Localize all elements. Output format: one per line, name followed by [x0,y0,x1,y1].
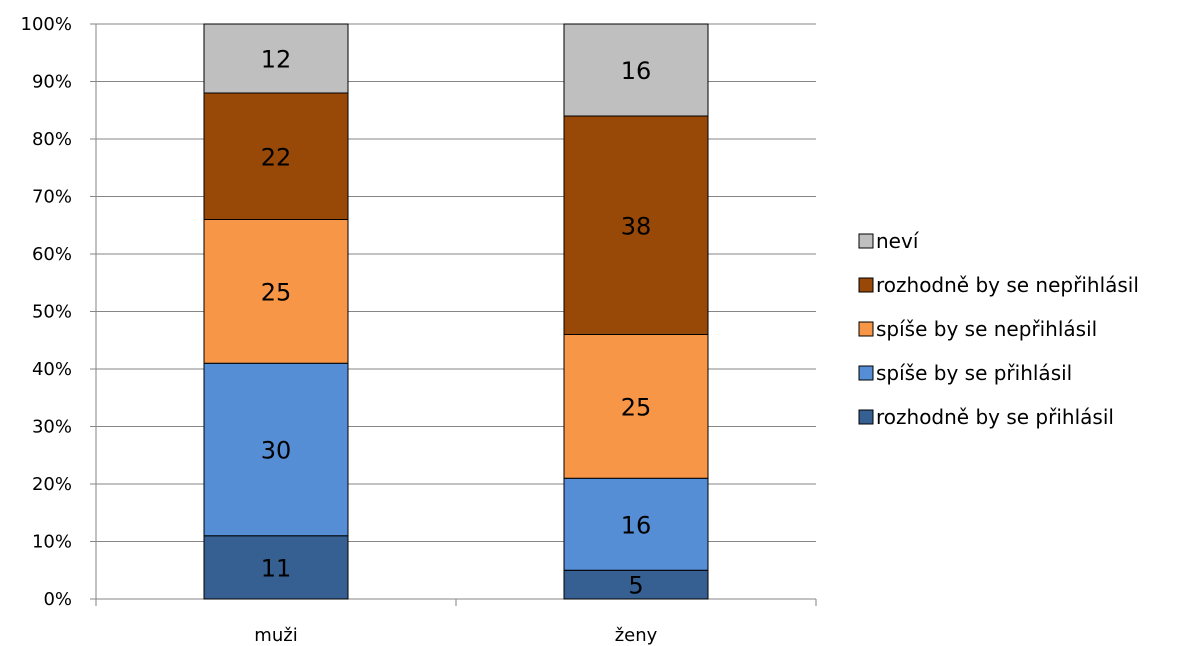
y-tick-label: 80% [32,129,72,150]
legend-label[interactable]: neví [876,229,920,253]
y-tick-label: 30% [32,417,72,438]
bar-segment[interactable] [203,92,349,220]
bar-segment[interactable] [203,219,349,364]
bar-segment[interactable] [203,362,349,537]
bar-segment[interactable] [563,477,709,571]
bar-segment[interactable] [203,535,349,600]
y-tick-label: 60% [32,244,72,265]
data-label: 5 [628,572,643,600]
data-label: 30 [261,437,292,465]
y-tick-label: 50% [32,302,72,323]
legend[interactable]: neví rozhodně by se nepřihlásil spíše by s… [858,229,1139,429]
legend-label[interactable]: spíše by se nepřihlásil [876,317,1097,341]
data-label: 16 [621,511,652,539]
bar-segment[interactable] [563,115,709,335]
legend-label[interactable]: rozhodně by se nepřihlásil [876,273,1139,297]
legend-swatch[interactable] [858,365,874,381]
bars [203,23,709,600]
data-labels: 11 30 25 22 12 5 16 25 38 16 [261,46,652,600]
x-axis-categories: muži ženy [254,625,657,646]
y-tick-label: 70% [32,187,72,208]
y-tick-label: 100% [21,14,72,35]
y-tick-label: 20% [32,474,72,495]
legend-label[interactable]: spíše by se přihlásil [876,361,1072,385]
legend-swatch[interactable] [858,277,874,293]
x-category-label: muži [254,625,297,646]
bar-segment[interactable] [563,569,709,600]
bar-segment[interactable] [203,23,349,94]
data-label: 38 [621,212,652,240]
y-tick-label: 40% [32,359,72,380]
x-category-label: ženy [615,625,658,646]
bar-segment[interactable] [563,23,709,117]
legend-swatch[interactable] [858,321,874,337]
legend-swatch[interactable] [858,233,874,249]
data-label: 25 [261,278,292,306]
y-tick-label: 0% [43,589,72,610]
data-label: 22 [261,143,292,171]
legend-label[interactable]: rozhodně by se přihlásil [876,405,1114,429]
y-tick-label: 90% [32,72,72,93]
data-label: 11 [261,554,292,582]
data-label: 25 [621,393,652,421]
legend-swatch[interactable] [858,409,874,425]
y-tick-label: 10% [32,532,72,553]
y-axis-ticks: 0% 10% 20% 30% 40% 50% 60% 70% 80% 90% 100% [21,14,72,610]
data-label: 16 [621,57,652,85]
data-label: 12 [261,46,292,74]
